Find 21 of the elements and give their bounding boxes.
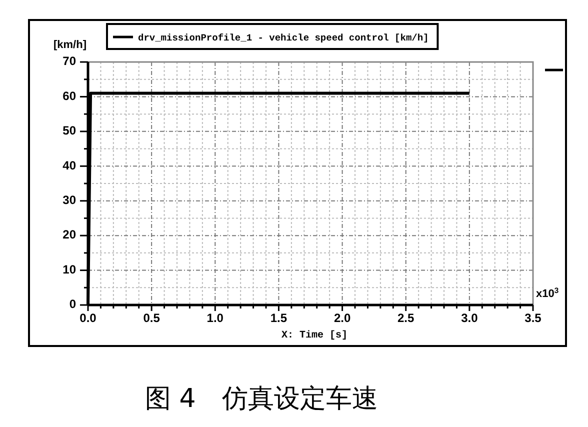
y-tick-label: 70 <box>62 54 76 68</box>
y-tick-label: 10 <box>62 262 76 276</box>
x-tick-label: 3.5 <box>524 311 542 326</box>
y-tick-label: 0 <box>69 297 76 312</box>
x-tick-label: 3.0 <box>461 311 478 326</box>
x-tick-label: 2.5 <box>398 311 415 326</box>
x-tick-label: 2.0 <box>334 311 351 326</box>
y-tick-label: 30 <box>62 193 76 208</box>
caption: 图 4 仿真设定车速 <box>145 384 378 414</box>
x-tick-label: 0.5 <box>143 311 160 326</box>
y-axis-title: [km/h] <box>54 38 87 51</box>
y-tick-label: 40 <box>62 158 76 172</box>
y-tick-label: 60 <box>62 88 76 103</box>
x-tick-label: 1.5 <box>270 311 288 326</box>
x-axis-title: X: Time [s] <box>281 330 348 342</box>
legend-label: drv_missionProfile_1 - vehicle speed control [km/h] <box>138 32 429 44</box>
y-tick-label: 50 <box>62 124 76 138</box>
x-tick-label: 1.0 <box>206 311 224 326</box>
text: x10$^{3}$ <box>536 286 559 300</box>
y-tick-label: 20 <box>62 228 76 242</box>
x-tick-label: 0.0 <box>80 311 97 326</box>
